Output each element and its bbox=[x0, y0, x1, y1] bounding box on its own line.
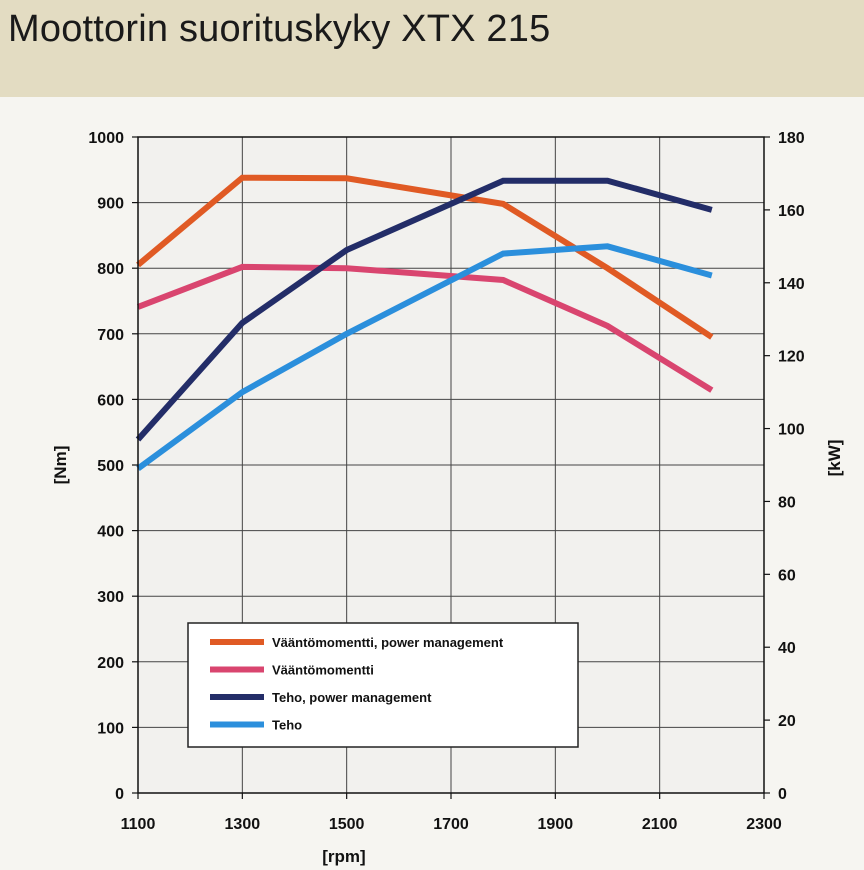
y-tick-label-left: 500 bbox=[97, 458, 124, 475]
y-tick-label-left: 200 bbox=[97, 655, 124, 672]
legend-label-2: Teho, power management bbox=[272, 690, 432, 705]
y-tick-label-right: 0 bbox=[778, 786, 787, 803]
y-tick-label-left: 1000 bbox=[88, 130, 124, 147]
y-tick-label-right: 140 bbox=[778, 276, 805, 293]
series-line-1 bbox=[136, 263, 714, 393]
legend-label-0: Vääntömomentti, power management bbox=[272, 635, 504, 650]
y-tick-label-right: 100 bbox=[778, 422, 805, 439]
x-tick-label: 1300 bbox=[225, 816, 261, 833]
legend-label-1: Vääntömomentti bbox=[272, 663, 374, 678]
x-tick-label: 2300 bbox=[746, 816, 782, 833]
title-banner: Moottorin suorituskyky XTX 215 bbox=[0, 0, 864, 97]
tick-labels: 1100 1300 1500 1700 1900 2100 2300010020030040… bbox=[88, 130, 804, 833]
y-tick-label-right: 160 bbox=[778, 203, 805, 220]
series-line-2 bbox=[135, 177, 713, 442]
x-axis-label: [rpm] bbox=[322, 847, 365, 866]
series-line-3 bbox=[136, 243, 713, 472]
series-line-0 bbox=[136, 174, 714, 340]
y-tick-label-left: 100 bbox=[97, 720, 124, 737]
y-tick-label-left: 300 bbox=[97, 589, 124, 606]
y-tick-label-right: 180 bbox=[778, 130, 805, 147]
legend-label-3: Teho bbox=[272, 718, 302, 733]
chart-title: Moottorin suorituskyky XTX 215 bbox=[8, 8, 551, 50]
x-tick-label: 1700 bbox=[433, 816, 469, 833]
y-tick-label-right: 80 bbox=[778, 494, 796, 511]
x-tick-label: 1500 bbox=[329, 816, 365, 833]
y-tick-label-right: 20 bbox=[778, 713, 796, 730]
y-tick-label-left: 800 bbox=[97, 261, 124, 278]
y-tick-label-left: 900 bbox=[97, 196, 124, 213]
y-tick-label-right: 60 bbox=[778, 567, 796, 584]
series-layer bbox=[135, 174, 714, 472]
y-axis-label-left: [Nm] bbox=[51, 446, 70, 485]
y-tick-label-left: 400 bbox=[97, 524, 124, 541]
y-tick-label-left: 0 bbox=[115, 786, 124, 803]
x-tick-label: 1900 bbox=[538, 816, 574, 833]
y-tick-label-left: 700 bbox=[97, 327, 124, 344]
legend: Vääntömomentti, power management Vääntömo… bbox=[187, 622, 579, 748]
y-tick-label-right: 40 bbox=[778, 640, 796, 657]
y-axis-label-right: [kW] bbox=[825, 440, 844, 477]
x-tick-label: 1100 bbox=[121, 816, 156, 833]
y-tick-label-right: 120 bbox=[778, 349, 805, 366]
y-tick-label-left: 600 bbox=[97, 392, 124, 409]
x-tick-label: 2100 bbox=[642, 816, 678, 833]
